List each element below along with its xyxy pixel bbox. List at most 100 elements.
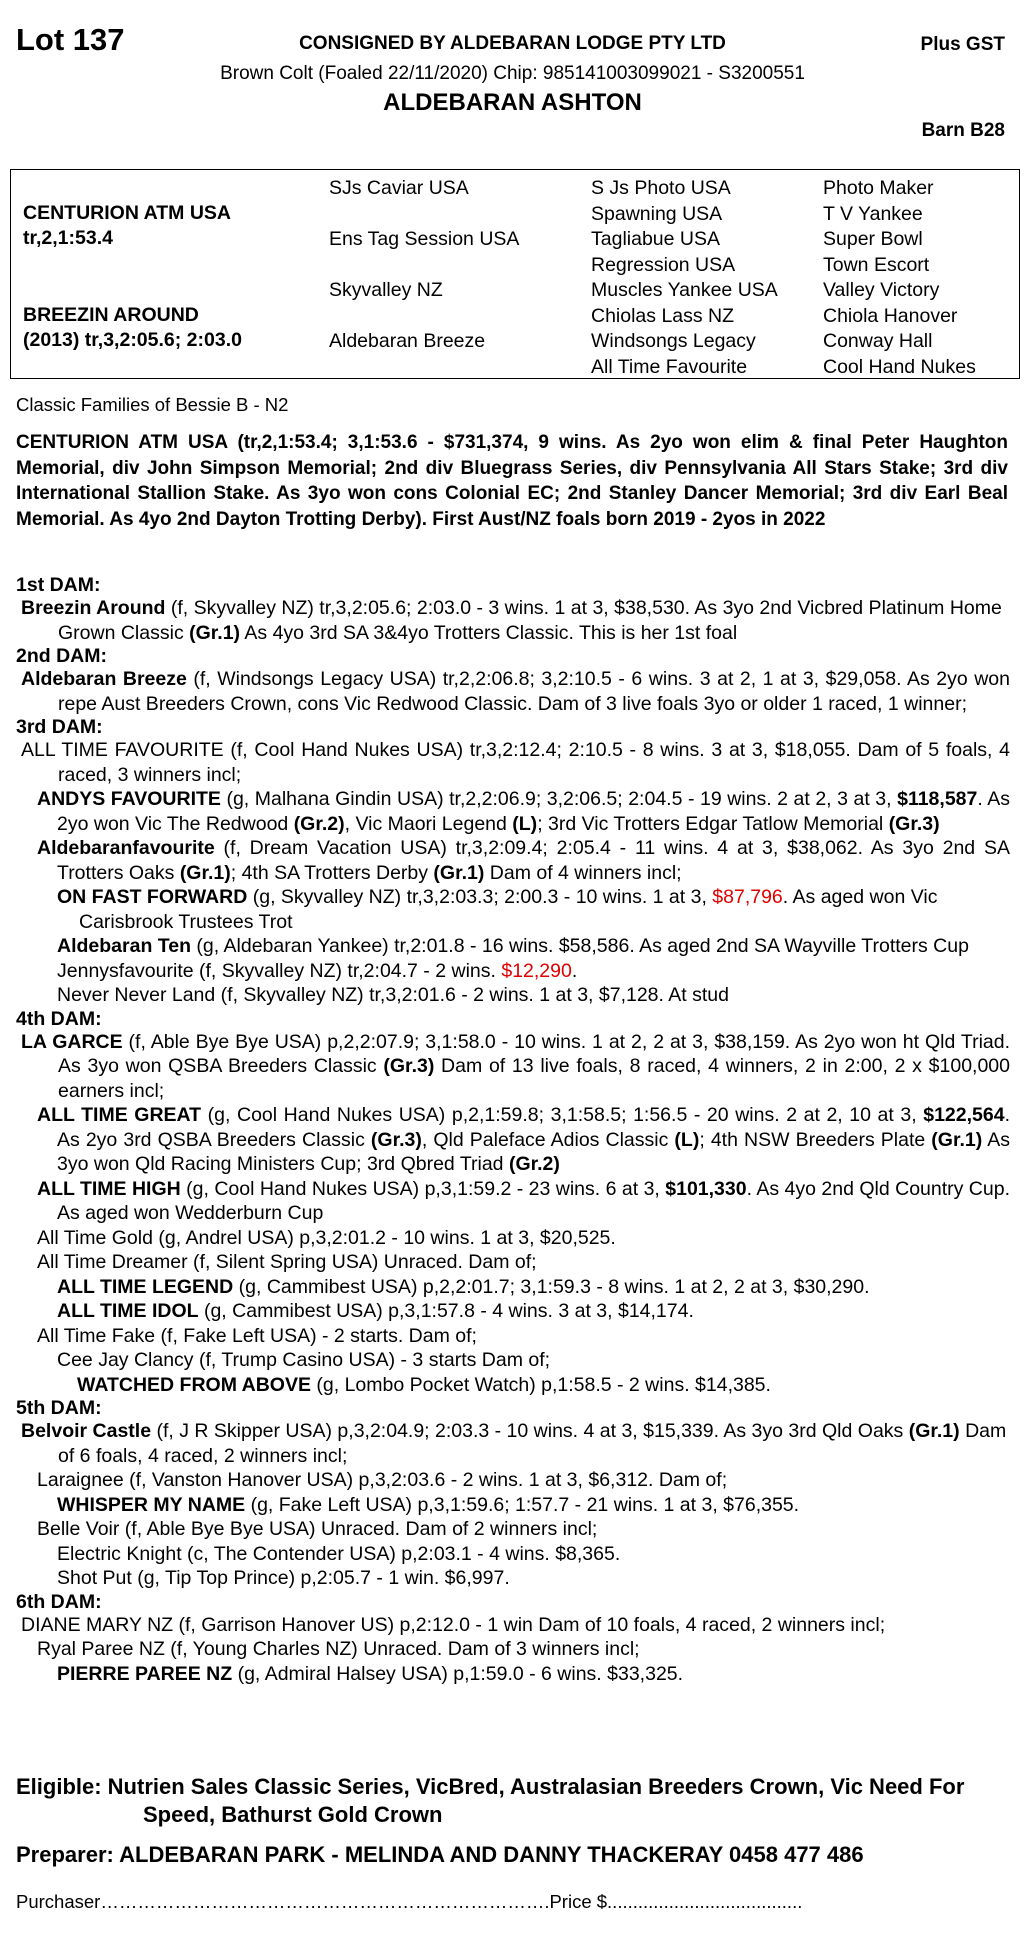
bold-text: ON FAST FORWARD [57, 886, 248, 908]
entry-text: (f, Windsongs Legacy USA) tr,2,2:06.8; 3… [58, 668, 1010, 715]
pedigree-sire-record: tr,2,1:53.4 [23, 227, 113, 249]
dam-heading: 1st DAM: [16, 574, 101, 596]
bold-text: (L) [674, 1128, 700, 1151]
dam-heading: 5th DAM: [16, 1397, 102, 1419]
pedigree-entry: Aldebaran Ten (g, Aldebaran Yankee) tr,2… [16, 934, 1010, 959]
gst-note: Plus GST [920, 34, 1005, 55]
entry-text: (g, Cool Hand Nukes USA) p,3,1:59.2 - 23… [180, 1177, 666, 1200]
pedigree-entry: Aldebaran Breeze (f, Windsongs Legacy US… [16, 667, 1010, 716]
pedigree-ancestor: Chiola Hanover [823, 304, 958, 327]
bold-text: (Gr.3) [370, 1128, 422, 1151]
bold-text: (L) [512, 812, 538, 835]
entry-text: All Time Gold (g, Andrel USA) p,3,2:01.2… [37, 1226, 616, 1249]
entry-text: (g, Cool Hand Nukes USA) p,2,1:59.8; 3,1… [201, 1104, 924, 1126]
pedigree-entry: PIERRE PAREE NZ (g, Admiral Halsey USA) … [16, 1662, 1010, 1687]
pedigree-great-grandparent: Spawning USA [591, 202, 723, 225]
entry-text: (f, Skyvalley NZ) tr,3,2:05.6; 2:03.0 - … [58, 597, 1002, 644]
pedigree-entry: Jennysfavourite (f, Skyvalley NZ) tr,2:0… [16, 959, 1010, 984]
bold-text: Belvoir Castle [21, 1420, 152, 1442]
sire-summary: CENTURION ATM USA (tr,2,1:53.4; 3,1:53.6… [16, 432, 1008, 530]
bold-text: (Gr.1) [931, 1128, 983, 1151]
pedigree-great-grandparent: S Js Photo USA [591, 177, 731, 199]
bold-text: (Gr.3) [383, 1055, 435, 1077]
pedigree-entry: All Time Gold (g, Andrel USA) p,3,2:01.2… [16, 1226, 1010, 1251]
entry-text: DIANE MARY NZ (f, Garrison Hanover US) p… [21, 1613, 886, 1636]
entry-text: (g, Admiral Halsey USA) p,1:59.0 - 6 win… [232, 1662, 684, 1685]
pedigree-entry: LA GARCE (f, Able Bye Bye USA) p,2,2:07.… [16, 1030, 1010, 1104]
bold-text: $118,587 [897, 788, 978, 810]
bold-text: Aldebaran Breeze [21, 668, 187, 690]
purchaser-line: Purchaser……………………………………………………………….Price … [16, 1891, 803, 1912]
pedigree-entry: WATCHED FROM ABOVE (g, Lombo Pocket Watc… [16, 1373, 1010, 1398]
pedigree-entry: Electric Knight (c, The Contender USA) p… [16, 1542, 1010, 1567]
entry-text: (g, Malhana Gindin USA) tr,2,2:06.9; 3,2… [220, 788, 898, 810]
pedigree-great-grandparent: All Time Favourite [591, 355, 748, 378]
entry-text: (g, Cammibest USA) p,2,2:01.7; 3,1:59.3 … [233, 1275, 870, 1298]
entry-text: . [571, 959, 578, 982]
pedigree-entry: Shot Put (g, Tip Top Prince) p,2:05.7 - … [16, 1566, 1010, 1591]
pedigree-grandparent: Aldebaran Breeze [329, 330, 486, 352]
entry-text: Jennysfavourite (f, Skyvalley NZ) tr,2:0… [57, 959, 502, 982]
entry-text: ; 4th NSW Breeders Plate [699, 1128, 932, 1151]
preparer: Preparer: ALDEBARAN PARK - MELINDA AND D… [16, 1842, 864, 1867]
pedigree-ancestor: Photo Maker [823, 177, 934, 199]
pedigree-great-grandparent: Regression USA [591, 253, 736, 276]
pedigree-ancestor: Super Bowl [823, 228, 923, 250]
bold-text: (Gr.3) [888, 812, 940, 835]
pedigree-entry: Breezin Around (f, Skyvalley NZ) tr,3,2:… [16, 596, 1010, 645]
entry-text: ; 3rd Vic Trotters Edgar Tatlow Memorial [537, 812, 889, 835]
pedigree-entry: DIANE MARY NZ (f, Garrison Hanover US) p… [16, 1613, 1010, 1638]
pedigree-ancestor: Cool Hand Nukes [823, 355, 976, 378]
bold-text: LA GARCE [21, 1030, 123, 1053]
entry-text: ; 4th SA Trotters Derby [230, 861, 434, 884]
barn-number: Barn B28 [921, 120, 1005, 141]
entry-text: , Vic Maori Legend [344, 812, 513, 835]
bold-text: (Gr.1) [908, 1420, 960, 1442]
pedigree-entry: Laraignee (f, Vanston Hanover USA) p,3,2… [16, 1468, 1010, 1493]
entry-text: Laraignee (f, Vanston Hanover USA) p,3,2… [37, 1469, 728, 1491]
pedigree-entry: ALL TIME GREAT (g, Cool Hand Nukes USA) … [16, 1103, 1010, 1177]
entry-text: Cee Jay Clancy (f, Trump Casino USA) - 3… [57, 1349, 551, 1371]
pedigree-entry: Aldebaranfavourite (f, Dream Vacation US… [16, 836, 1010, 885]
bold-text: ALL TIME IDOL [57, 1300, 199, 1322]
bold-text: $122,564 [923, 1104, 1005, 1126]
pedigree-ancestor: T V Yankee [823, 202, 923, 225]
entry-text: Dam of 13 live foals, 8 raced, 4 winners… [58, 1055, 1010, 1102]
family-line: Classic Families of Bessie B - N2 [16, 394, 289, 415]
bold-text: ALL TIME LEGEND [57, 1275, 234, 1298]
pedigree-entry: Ryal Paree NZ (f, Young Charles NZ) Unra… [16, 1637, 1010, 1662]
bold-text: ALL TIME GREAT [37, 1104, 202, 1126]
entry-text: Electric Knight (c, The Contender USA) p… [57, 1542, 621, 1565]
pedigree-entry: All Time Fake (f, Fake Left USA) - 2 sta… [16, 1324, 1010, 1349]
pedigree-grandparent: Ens Tag Session USA [329, 228, 520, 250]
pedigree-grandparent: SJs Caviar USA [329, 177, 469, 199]
dam-heading: 4th DAM: [16, 1007, 102, 1030]
bold-text: (Gr.1) [179, 861, 231, 884]
pedigree-great-grandparent: Tagliabue USA [591, 228, 720, 250]
bold-text: (Gr.1) [189, 621, 241, 644]
pedigree-entry: All Time Dreamer (f, Silent Spring USA) … [16, 1250, 1010, 1275]
bold-text: $101,330 [665, 1177, 747, 1200]
bold-text: ANDYS FAVOURITE [37, 788, 221, 810]
entry-text: (f, Able Bye Bye USA) p,2,2:07.9; 3,1:58… [58, 1030, 1011, 1078]
dam-heading: 2nd DAM: [16, 645, 107, 667]
dam-lines: 1st DAM: Breezin Around (f, Skyvalley NZ)… [16, 574, 1010, 1686]
pedigree-entry: ON FAST FORWARD (g, Skyvalley NZ) tr,3,2… [16, 885, 1010, 934]
entry-text: . As 2yo won Vic The Redwood [57, 788, 1010, 835]
pedigree-grandparent: Skyvalley NZ [329, 279, 443, 301]
pedigree-entry: WHISPER MY NAME (g, Fake Left USA) p,3,1… [16, 1493, 1010, 1518]
pedigree-great-grandparent: Windsongs Legacy [591, 330, 756, 352]
entry-text: . As 2yo 3rd QSBA Breeders Classic [57, 1104, 1010, 1151]
pedigree-table: CENTURION ATM USA tr,2,1:53.4 BREEZIN AR… [10, 169, 1020, 379]
bold-text: Breezin Around [21, 597, 166, 619]
pedigree-dam-record: (2013) tr,3,2:05.6; 2:03.0 [23, 329, 242, 351]
bold-text: Aldebaranfavourite [37, 837, 215, 859]
entry-text: As 4yo 3rd SA 3&4yo Trotters Classic. Th… [240, 621, 738, 644]
bold-text: PIERRE PAREE NZ [57, 1662, 233, 1685]
entry-text: (g, Aldebaran Yankee) tr,2:01.8 - 16 win… [191, 935, 969, 957]
pedigree-sire: CENTURION ATM USA [23, 202, 231, 224]
entry-text: All Time Fake (f, Fake Left USA) - 2 sta… [37, 1324, 477, 1347]
pedigree-entry: ANDYS FAVOURITE (g, Malhana Gindin USA) … [16, 787, 1010, 836]
pedigree-entry: ALL TIME IDOL (g, Cammibest USA) p,3,1:5… [16, 1299, 1010, 1324]
